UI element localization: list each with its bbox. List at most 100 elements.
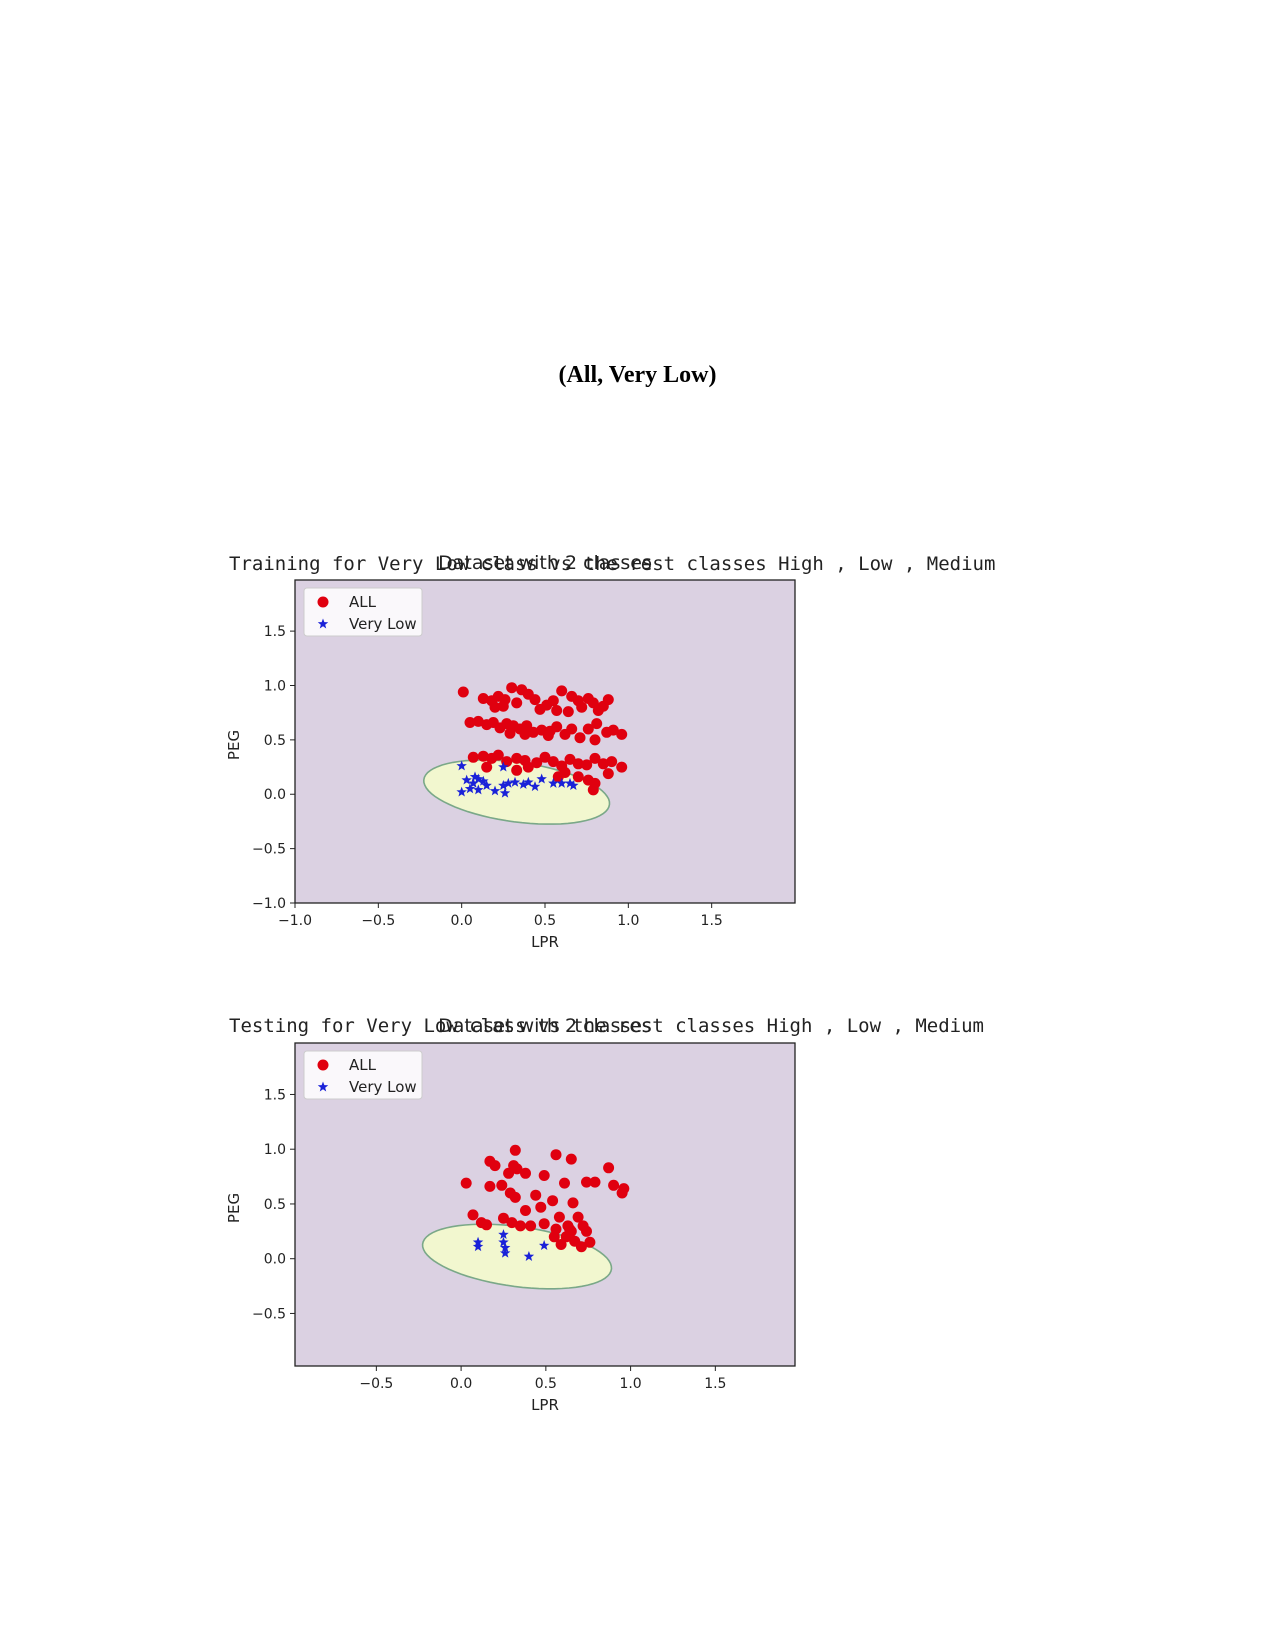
legend-very-low-marker — [317, 618, 329, 629]
all-point — [457, 686, 469, 698]
very-low-points — [456, 760, 579, 798]
all-point — [587, 784, 599, 796]
all-point — [539, 751, 551, 763]
x-tick-label: 1.5 — [701, 913, 723, 929]
all-point — [530, 1189, 542, 1201]
legend-very-low-marker — [317, 1081, 329, 1092]
very-low-point — [568, 780, 579, 790]
all-point — [581, 759, 593, 771]
all-point — [496, 1179, 508, 1191]
plot-frame — [294, 1042, 796, 1367]
all-point — [481, 761, 493, 773]
all-point — [616, 1187, 628, 1199]
x-axis-label: LPR — [531, 933, 559, 951]
legend-very-low-label: Very Low — [349, 615, 417, 633]
very-low-point — [472, 1241, 484, 1252]
very-low-point — [456, 760, 467, 771]
y-tick-label: 1.0 — [264, 678, 286, 694]
all-point — [555, 1239, 567, 1250]
very-low-point — [509, 776, 521, 787]
very-low-point — [498, 1229, 509, 1240]
all-point — [531, 757, 543, 769]
page-title: (All, Very Low) — [558, 362, 717, 388]
all-point — [534, 703, 546, 715]
y-tick-label: 0.0 — [264, 1252, 286, 1268]
all-point — [547, 695, 559, 707]
chart-title: Dataset with 2 classes — [438, 552, 652, 574]
very-low-point — [499, 1242, 511, 1253]
all-point — [581, 1176, 592, 1188]
legend-all-marker — [317, 596, 329, 608]
all-point — [535, 1201, 547, 1213]
all-point — [548, 1231, 560, 1243]
very-low-point — [498, 780, 509, 790]
very-low-point — [548, 777, 559, 788]
all-point — [556, 685, 568, 697]
all-point — [589, 734, 601, 746]
all-point — [602, 768, 614, 780]
all-point — [551, 705, 563, 716]
all-point — [511, 1163, 523, 1175]
y-tick-label: 1.5 — [264, 624, 286, 640]
all-point — [606, 756, 618, 768]
all-point — [572, 1211, 584, 1223]
all-point — [464, 717, 476, 728]
all-point — [511, 752, 523, 764]
y-tick-label: 0.0 — [264, 787, 286, 803]
all-point — [603, 1162, 615, 1174]
all-point — [616, 728, 628, 740]
very-low-point — [468, 777, 479, 788]
y-tick-label: 0.5 — [264, 733, 286, 749]
all-point — [559, 1177, 570, 1189]
all-points — [460, 1144, 630, 1253]
very-low-point — [556, 777, 567, 788]
very-low-point — [456, 786, 467, 797]
all-point — [522, 761, 534, 773]
all-point — [520, 1205, 531, 1216]
x-tick-label: 0.5 — [535, 1376, 557, 1392]
all-point — [506, 682, 518, 694]
very-low-point — [461, 774, 472, 785]
all-point — [581, 1225, 592, 1237]
y-tick-label: −0.5 — [252, 1306, 286, 1322]
all-point — [509, 1144, 521, 1156]
very-low-point — [473, 784, 484, 795]
very-low-point — [499, 1247, 511, 1258]
y-tick-label: 1.5 — [264, 1087, 286, 1103]
very-low-point — [478, 775, 489, 786]
very-low-point — [469, 771, 481, 782]
x-tick-label: −0.5 — [361, 913, 395, 929]
y-tick-label: −1.0 — [252, 896, 286, 912]
very-low-point — [499, 787, 511, 798]
training-caption: Training for Very Low class vs the rest … — [229, 553, 996, 575]
all-point — [607, 724, 619, 736]
very-low-point — [523, 1251, 535, 1261]
x-tick-label: −1.0 — [278, 913, 312, 929]
very-low-point — [498, 761, 509, 772]
y-tick-label: −0.5 — [252, 842, 286, 858]
all-point — [484, 1180, 496, 1192]
very-low-points — [472, 1229, 550, 1261]
x-axis-label: LPR — [531, 1396, 559, 1414]
training-chart: Dataset with 2 classes −1.0 −0.5 0.0 0.5 1.0… — [225, 552, 796, 951]
all-point — [567, 1197, 579, 1209]
testing-caption: Testing for Very Low class vs the rest c… — [229, 1015, 984, 1037]
all-point — [527, 726, 539, 738]
very-low-point — [489, 785, 501, 796]
all-point — [467, 1209, 479, 1221]
all-point — [511, 764, 523, 776]
all-point — [565, 1153, 577, 1165]
all-point — [511, 697, 523, 709]
all-point — [597, 758, 609, 770]
all-point — [564, 1223, 576, 1235]
y-tick-label: 0.5 — [264, 1197, 286, 1213]
all-point — [584, 1236, 596, 1248]
all-point — [514, 1220, 526, 1232]
all-point — [551, 721, 563, 733]
x-tick-label: 1.5 — [704, 1376, 726, 1392]
all-point — [566, 723, 578, 735]
very-low-point — [523, 776, 534, 787]
all-point — [497, 700, 509, 712]
x-axis-ticks: −1.0 −0.5 0.0 0.5 1.0 1.5 — [278, 903, 723, 929]
y-axis-ticks: −1.0 −0.5 0.0 0.5 1.0 1.5 — [252, 624, 295, 912]
